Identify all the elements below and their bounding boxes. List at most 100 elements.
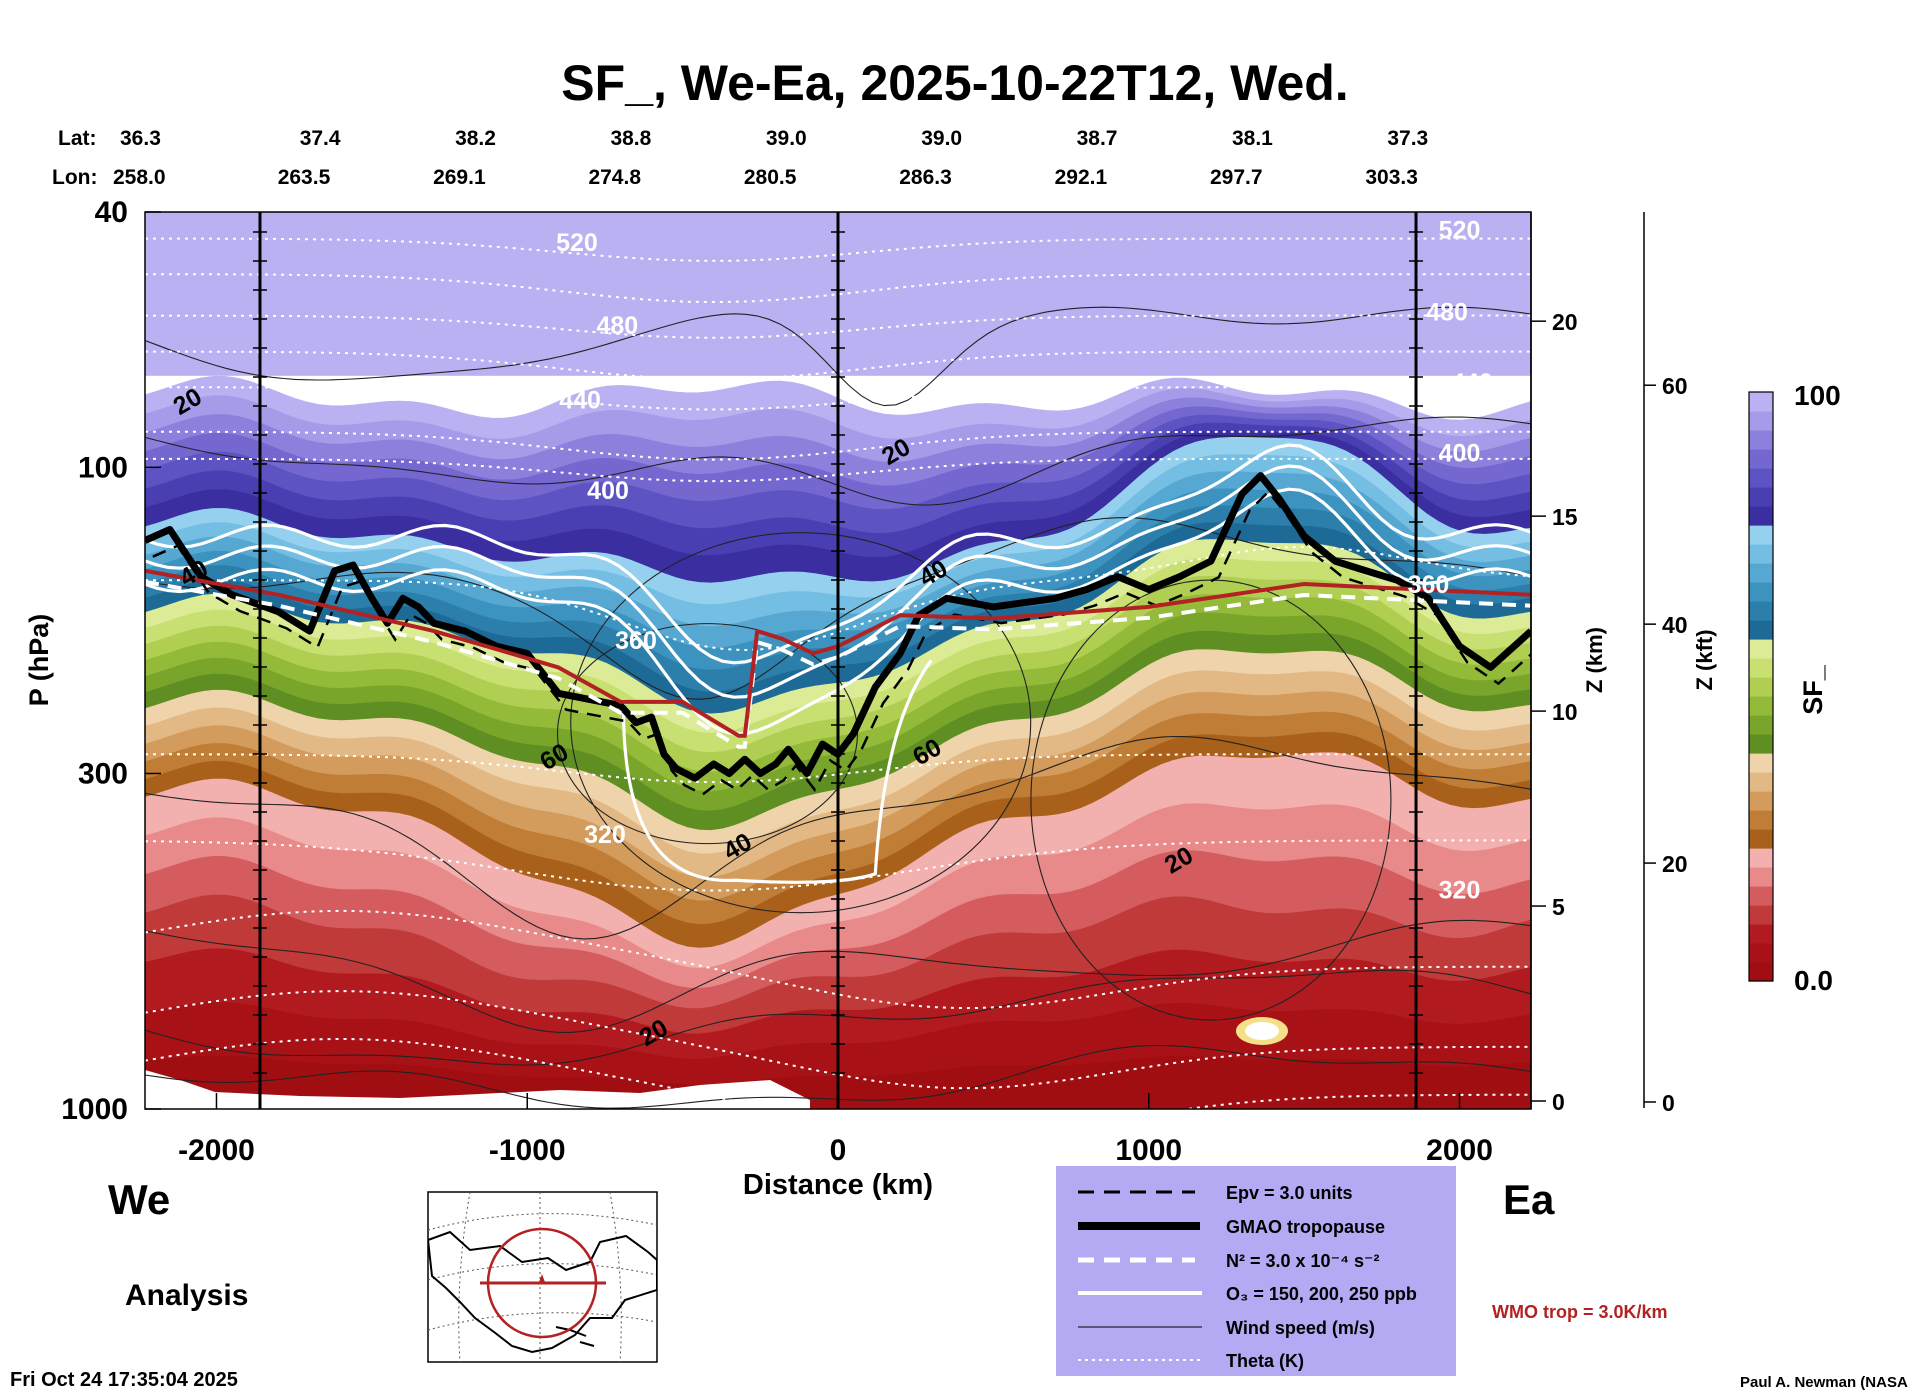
theta-contour-minor [145, 909, 1531, 1010]
colorbar-swatch [1749, 924, 1773, 944]
y-tick-label: 40 [95, 196, 128, 229]
theta-contour-minor [145, 990, 1531, 1090]
locator-map [427, 1191, 658, 1363]
wmo-trop-label: WMO trop = 3.0K/km [1492, 1302, 1668, 1322]
y-tick-label: 1000 [61, 1093, 128, 1126]
lat-value: 38.1 [1232, 127, 1273, 150]
z-kft-axis-label: Z (kft) [1692, 629, 1717, 690]
colorbar-swatch [1749, 525, 1773, 545]
colorbar-swatch [1749, 905, 1773, 925]
z-km-axis: 0 5 10 15 20 [1530, 212, 1578, 1115]
colorbar-swatch [1749, 639, 1773, 659]
contour-label: 360 [1408, 571, 1450, 599]
analysis-label: Analysis [125, 1279, 248, 1312]
z-kft-tick-label: 0 [1662, 1090, 1675, 1116]
lon-value: 263.5 [278, 166, 331, 189]
x-tick-label: 2000 [1426, 1134, 1493, 1167]
wind-contour-loop [556, 623, 859, 845]
legend-item-gmao-tropopause: GMAO tropopause [1078, 1217, 1385, 1237]
reference-vertical-lines [252, 212, 1424, 1109]
legend: Epv = 3.0 units GMAO tropopause N² = 3.0… [1056, 1166, 1456, 1376]
colorbar-swatch [1749, 810, 1773, 830]
lon-header-label: Lon: [52, 166, 97, 189]
legend-label-ozone: O₃ = 150, 200, 250 ppb [1226, 1284, 1417, 1304]
contour-label: 360 [615, 627, 657, 655]
colorbar-swatch [1749, 468, 1773, 488]
timestamp: Fri Oct 24 17:35:04 2025 [10, 1369, 238, 1391]
legend-label-gmao: GMAO tropopause [1226, 1217, 1385, 1237]
epv-line [152, 489, 1531, 796]
chart-title: SF_, We-Ea, 2025-10-22T12, Wed. [561, 55, 1348, 111]
x-tick-label: -1000 [489, 1134, 566, 1167]
legend-label-epv: Epv = 3.0 units [1226, 1183, 1353, 1203]
sf-local-patch-core [1245, 1022, 1279, 1040]
colorbar-swatch [1749, 715, 1773, 735]
contour-label: 440 [559, 387, 601, 415]
colorbar-swatch [1749, 867, 1773, 887]
colorbar-swatch [1749, 962, 1773, 982]
x-axis: -2000 -1000 0 1000 2000 [178, 1093, 1493, 1167]
lat-value: 37.3 [1387, 127, 1428, 150]
ozone-contour-trough [621, 659, 933, 884]
contour-label: 520 [1439, 217, 1481, 245]
z-km-tick-label: 5 [1552, 894, 1565, 920]
colorbar-frame [1748, 391, 1774, 982]
z-kft-tick-label: 60 [1662, 373, 1688, 399]
east-label: Ea [1503, 1176, 1555, 1223]
wind-contour-loop [570, 532, 1032, 914]
n2-line [145, 579, 1531, 749]
y-tick-label: 100 [78, 451, 128, 484]
z-km-tick-label: 20 [1552, 309, 1578, 335]
colorbar-swatch [1749, 563, 1773, 583]
colorbar-swatch [1749, 487, 1773, 507]
colorbar-max-label: 100 [1794, 380, 1841, 411]
x-tick-label: -2000 [178, 1134, 255, 1167]
z-kft-tick-label: 20 [1662, 851, 1688, 877]
contour-label: 520 [556, 229, 598, 257]
colorbar-swatch [1749, 601, 1773, 621]
legend-item-theta: Theta (K) [1078, 1351, 1304, 1371]
colorbar-swatch [1749, 392, 1773, 412]
lon-value: 303.3 [1365, 166, 1418, 189]
colorbar-swatch [1749, 620, 1773, 640]
legend-item-wind: Wind speed (m/s) [1078, 1318, 1375, 1338]
contour-label: 320 [1439, 877, 1481, 905]
contour-label: 440 [1451, 369, 1493, 397]
z-km-tick-label: 10 [1552, 699, 1578, 725]
colorbar-swatch [1749, 753, 1773, 773]
x-tick-label: 0 [830, 1134, 847, 1167]
legend-label-theta: Theta (K) [1226, 1351, 1304, 1371]
lon-value: 286.3 [899, 166, 952, 189]
lat-value: 38.8 [610, 127, 651, 150]
contour-label: 480 [596, 312, 638, 340]
colorbar-swatch [1749, 696, 1773, 716]
x-tick-label: 1000 [1115, 1134, 1182, 1167]
lon-value: 258.0 [113, 166, 166, 189]
surface-mask [145, 1070, 810, 1109]
colorbar-min-label: 0.0 [1794, 965, 1833, 996]
colorbar-label: SF_ [1798, 664, 1828, 715]
contour-label: 320 [584, 821, 626, 849]
legend-item-epv: Epv = 3.0 units [1078, 1183, 1353, 1203]
colorbar-swatch [1749, 677, 1773, 697]
colorbar-swatch [1749, 772, 1773, 792]
lon-value: 292.1 [1055, 166, 1108, 189]
legend-item-ozone: O₃ = 150, 200, 250 ppb [1078, 1284, 1417, 1304]
lat-value: 38.7 [1077, 127, 1118, 150]
z-kft-axis: 0 20 40 60 [1643, 212, 1688, 1116]
theta-contour-minor [145, 1037, 1531, 1109]
contour-label: 400 [587, 477, 629, 505]
lat-value: 38.2 [455, 127, 496, 150]
y-axis-label: P (hPa) [24, 614, 54, 707]
legend-label-n2: N² = 3.0 x 10⁻⁴ s⁻² [1226, 1251, 1379, 1271]
colorbar [1749, 392, 1773, 982]
z-km-tick-label: 15 [1552, 504, 1578, 530]
legend-label-wind: Wind speed (m/s) [1226, 1318, 1375, 1338]
legend-item-n2: N² = 3.0 x 10⁻⁴ s⁻² [1078, 1251, 1379, 1271]
colorbar-swatch [1749, 449, 1773, 469]
colorbar-swatch [1749, 791, 1773, 811]
colorbar-swatch [1749, 506, 1773, 526]
lon-value: 297.7 [1210, 166, 1263, 189]
x-axis-label: Distance (km) [743, 1169, 933, 1201]
